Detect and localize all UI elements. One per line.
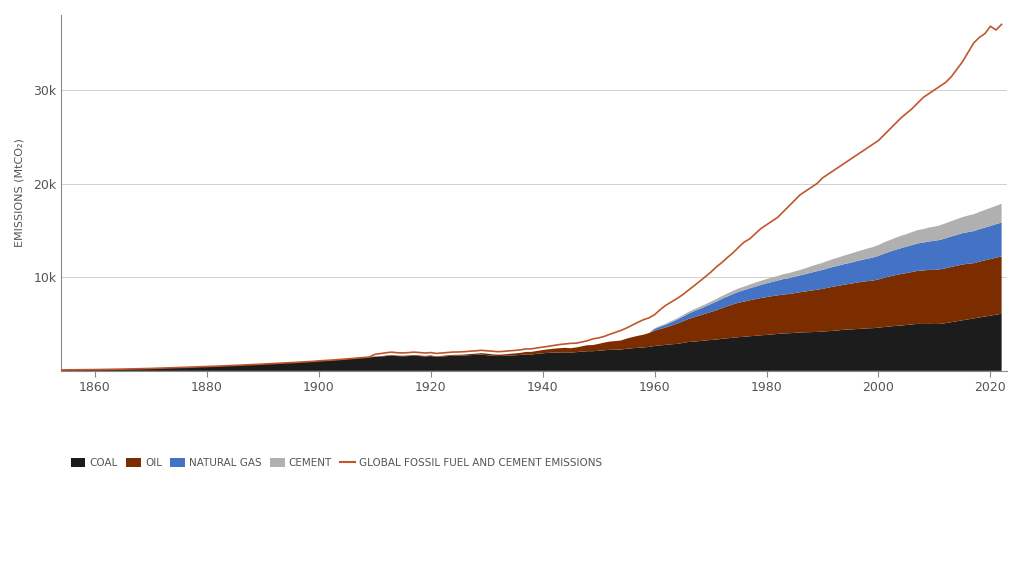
Legend: COAL, OIL, NATURAL GAS, CEMENT, GLOBAL FOSSIL FUEL AND CEMENT EMISSIONS: COAL, OIL, NATURAL GAS, CEMENT, GLOBAL F… bbox=[67, 454, 606, 472]
Y-axis label: EMISSIONS (MtCO₂): EMISSIONS (MtCO₂) bbox=[15, 138, 25, 248]
